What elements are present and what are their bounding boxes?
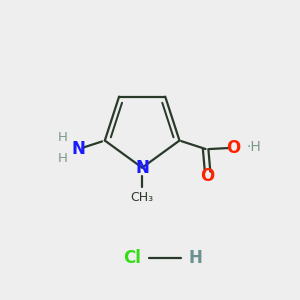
- Text: H: H: [188, 249, 202, 267]
- Text: CH₃: CH₃: [130, 191, 154, 204]
- Text: N: N: [72, 140, 86, 158]
- Text: O: O: [200, 167, 215, 184]
- Text: Cl: Cl: [123, 249, 141, 267]
- Text: N: N: [135, 159, 149, 177]
- Text: H: H: [58, 152, 68, 165]
- Text: H: H: [58, 131, 68, 144]
- Text: O: O: [226, 139, 240, 157]
- Text: ·H: ·H: [247, 140, 262, 154]
